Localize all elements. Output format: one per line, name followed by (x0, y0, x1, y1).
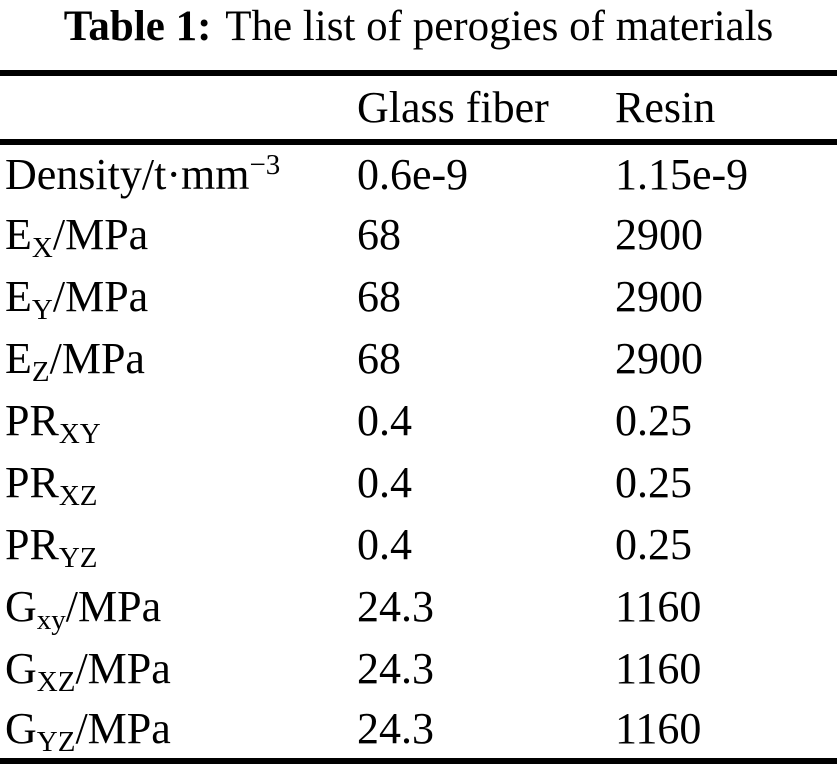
property-superscript: −3 (249, 148, 281, 181)
property-cell: GYZ/MPa (0, 699, 352, 761)
property-text: Density/t·mm (5, 149, 250, 199)
glass-fiber-value-cell: 24.3 (357, 643, 434, 693)
property-text: G (5, 643, 37, 693)
glass-fiber-value-cell: 0.6e-9 (357, 149, 469, 199)
resin-value-cell: 2900 (615, 334, 703, 384)
header-property-cell (0, 73, 352, 142)
resin-value-cell: 0.25 (615, 396, 692, 445)
property-cell: GXZ/MPa (0, 637, 352, 699)
header-resin: Resin (615, 83, 716, 132)
table-row: PRXY 0.4 0.25 (0, 390, 837, 452)
property-text: /MPa (52, 272, 149, 322)
property-subscript: XZ (58, 479, 98, 512)
property-text: /MPa (65, 581, 162, 631)
property-text: /MPa (75, 703, 171, 753)
table-row: PRXZ 0.4 0.25 (0, 451, 837, 513)
property-text: PR (5, 519, 59, 569)
glass-fiber-value-cell: 0.4 (357, 519, 412, 569)
property-subscript: Y (31, 294, 53, 327)
property-cell: EX/MPa (0, 204, 352, 266)
property-cell: PRXY (0, 390, 352, 452)
glass-fiber-value-cell: 68 (357, 210, 401, 260)
property-text: G (5, 703, 37, 753)
property-text: /MPa (52, 210, 149, 260)
table-row: EY/MPa 68 2900 (0, 266, 837, 328)
property-text: E (5, 334, 32, 384)
property-text: PR (5, 457, 59, 507)
glass-fiber-value-cell: 0.4 (357, 457, 412, 507)
table-caption-label: Table 1: (63, 3, 212, 50)
property-cell: Density/t·mm−3 (0, 142, 352, 204)
glass-fiber-value-cell: 68 (357, 272, 401, 322)
property-cell: PRYZ (0, 513, 352, 575)
resin-value-cell: 1.15e-9 (615, 149, 749, 199)
table-row: Density/t·mm−3 0.6e-9 1.15e-9 (0, 142, 837, 204)
property-text: /MPa (75, 643, 171, 693)
property-text: /MPa (49, 334, 145, 384)
resin-value-cell: 1160 (615, 703, 702, 753)
resin-value-cell: 0.25 (615, 519, 692, 569)
header-row: Glass fiber Resin (0, 73, 837, 142)
table-row: GXZ/MPa 24.3 1160 (0, 637, 837, 699)
header-glass-fiber: Glass fiber (357, 83, 549, 132)
property-text: E (5, 272, 32, 322)
property-text: G (5, 581, 37, 631)
table-row: PRYZ 0.4 0.25 (0, 513, 837, 575)
property-subscript: YZ (58, 541, 98, 574)
resin-value-cell: 1160 (615, 581, 702, 631)
resin-value-cell: 0.25 (615, 457, 692, 507)
property-subscript: X (31, 232, 53, 265)
table-caption: Table 1: The list of perogies of material… (0, 0, 837, 70)
table-body: Density/t·mm−3 0.6e-9 1.15e-9 EX/MPa 68 2900 E… (0, 142, 837, 761)
property-subscript: xy (36, 603, 66, 636)
property-subscript: XZ (36, 665, 76, 698)
property-cell: PRXZ (0, 451, 352, 513)
table-row: EX/MPa 68 2900 (0, 204, 837, 266)
property-subscript: XY (58, 418, 101, 450)
resin-value-cell: 2900 (615, 272, 703, 322)
glass-fiber-value-cell: 24.3 (357, 703, 434, 753)
materials-properties-table: Glass fiber Resin Density/t·mm−3 0.6e-9 1.… (0, 70, 837, 764)
property-cell: Gxy/MPa (0, 575, 352, 637)
property-cell: EZ/MPa (0, 328, 352, 390)
property-text: PR (5, 396, 59, 445)
property-subscript: YZ (36, 725, 76, 758)
property-text: E (5, 210, 32, 260)
glass-fiber-value-cell: 0.4 (357, 396, 412, 445)
property-subscript: Z (31, 356, 50, 389)
glass-fiber-value-cell: 68 (357, 334, 401, 384)
property-cell: EY/MPa (0, 266, 352, 328)
table-row: EZ/MPa 68 2900 (0, 328, 837, 390)
table-row: Gxy/MPa 24.3 1160 (0, 575, 837, 637)
table-row: GYZ/MPa 24.3 1160 (0, 699, 837, 761)
glass-fiber-value-cell: 24.3 (357, 581, 434, 631)
resin-value-cell: 2900 (615, 210, 703, 260)
table-caption-text: The list of perogies of materials (225, 3, 774, 50)
resin-value-cell: 1160 (615, 643, 702, 693)
